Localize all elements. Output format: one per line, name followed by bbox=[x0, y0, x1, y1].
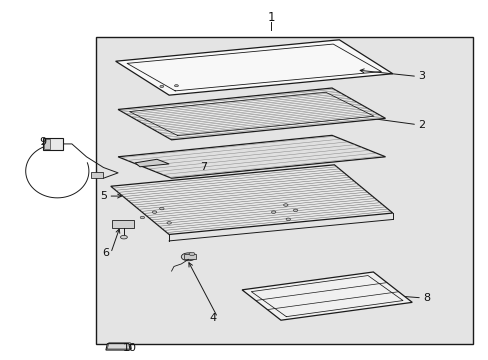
Text: 7: 7 bbox=[199, 162, 206, 172]
Ellipse shape bbox=[271, 211, 275, 213]
Ellipse shape bbox=[293, 209, 297, 212]
Polygon shape bbox=[116, 40, 392, 95]
Bar bbox=[42, 138, 63, 150]
Ellipse shape bbox=[152, 211, 157, 213]
Text: 5: 5 bbox=[100, 191, 107, 201]
Bar bbox=[183, 254, 196, 259]
Text: 6: 6 bbox=[102, 248, 109, 258]
Polygon shape bbox=[111, 165, 392, 234]
Polygon shape bbox=[118, 135, 385, 178]
Text: 10: 10 bbox=[123, 343, 137, 353]
Ellipse shape bbox=[120, 235, 127, 239]
Bar bbox=[96, 37, 472, 344]
Ellipse shape bbox=[140, 216, 144, 219]
Ellipse shape bbox=[285, 218, 290, 221]
Polygon shape bbox=[118, 88, 385, 140]
Ellipse shape bbox=[159, 207, 163, 210]
Text: 9: 9 bbox=[39, 138, 46, 148]
Polygon shape bbox=[242, 272, 411, 320]
Polygon shape bbox=[106, 343, 130, 350]
Bar bbox=[112, 220, 134, 228]
Ellipse shape bbox=[283, 204, 287, 206]
Text: 3: 3 bbox=[418, 71, 425, 81]
Text: 1: 1 bbox=[267, 11, 274, 24]
Ellipse shape bbox=[181, 253, 196, 261]
Ellipse shape bbox=[189, 252, 195, 256]
Ellipse shape bbox=[174, 85, 178, 87]
Bar bbox=[91, 172, 103, 178]
Text: 4: 4 bbox=[209, 312, 216, 323]
Bar bbox=[44, 139, 50, 149]
Polygon shape bbox=[135, 159, 169, 167]
Ellipse shape bbox=[166, 222, 171, 224]
Text: 2: 2 bbox=[418, 120, 425, 130]
Ellipse shape bbox=[160, 85, 163, 87]
Text: 8: 8 bbox=[423, 293, 429, 303]
